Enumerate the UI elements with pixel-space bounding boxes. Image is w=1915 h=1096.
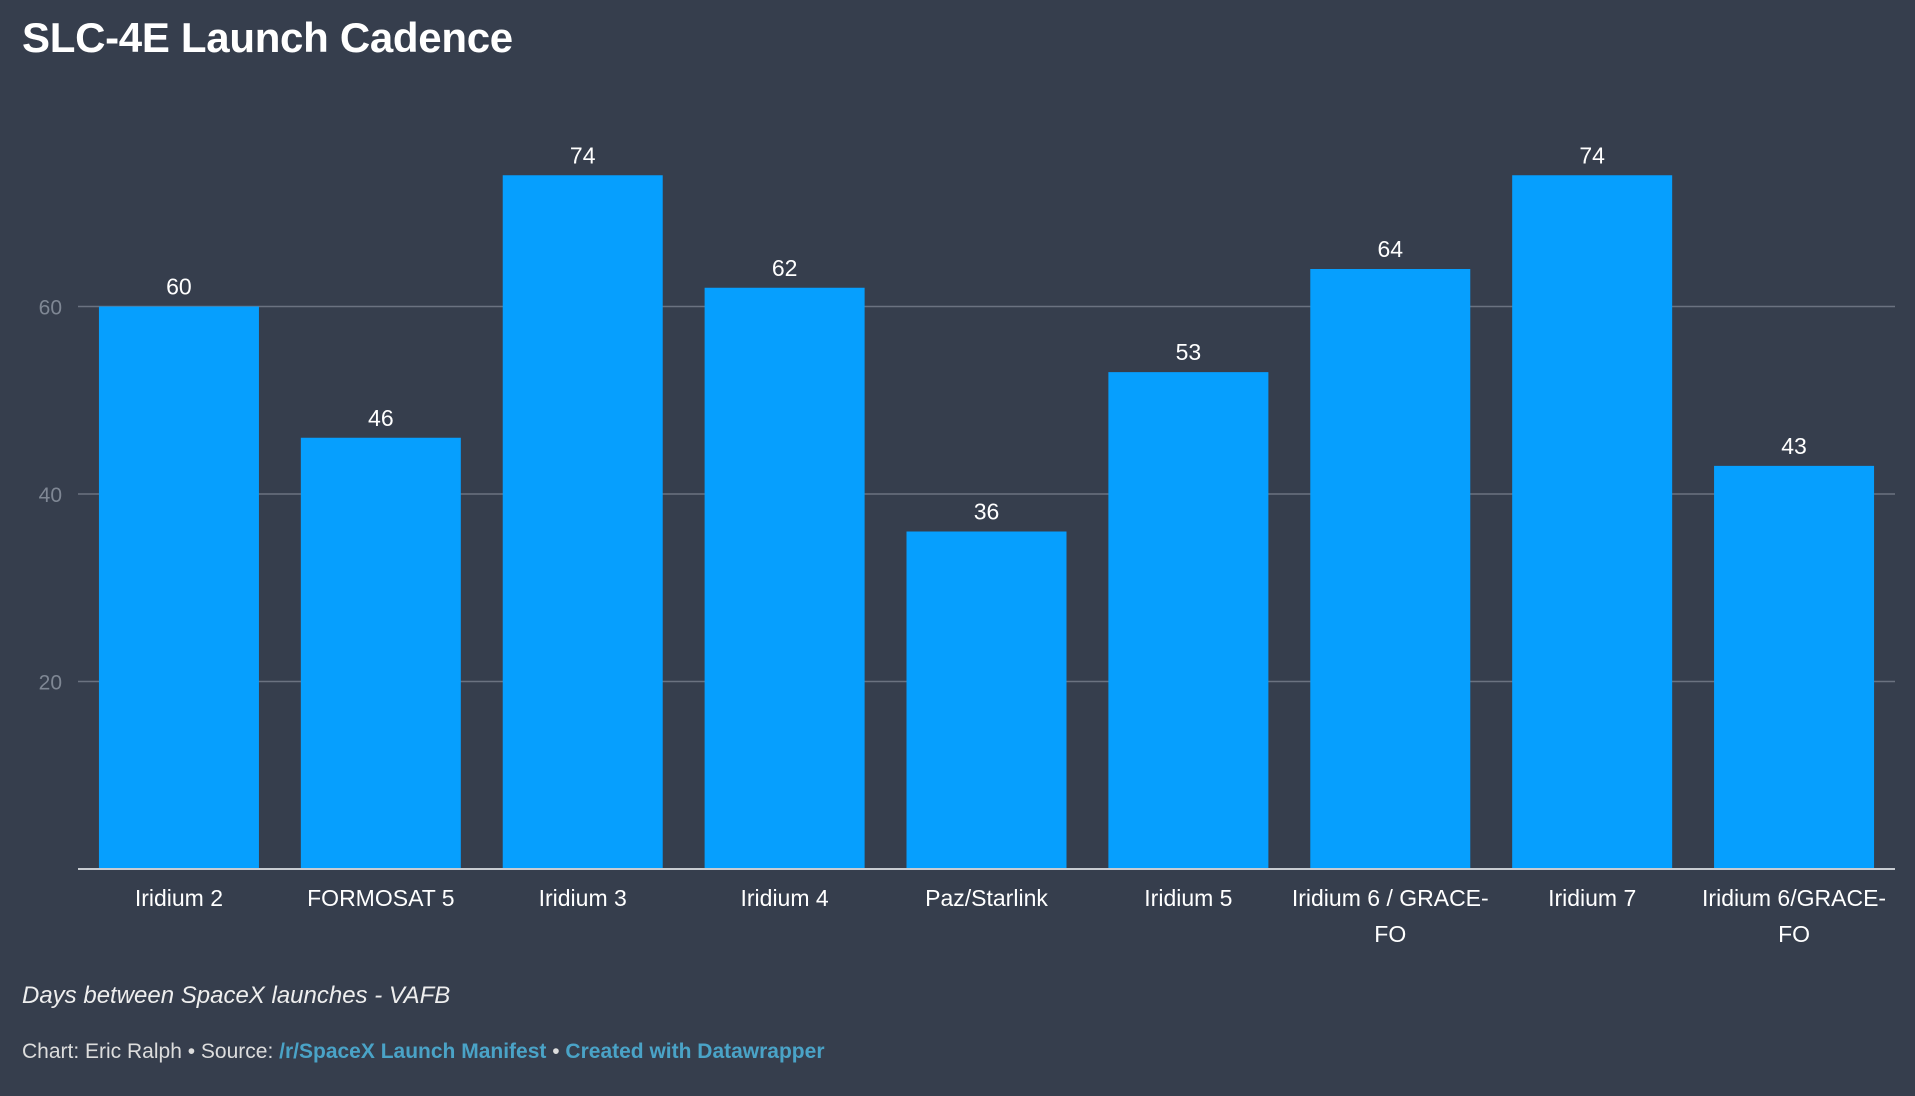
- value-label: 36: [974, 499, 1000, 525]
- bar: [98, 306, 259, 869]
- y-tick-label: 20: [39, 672, 62, 695]
- value-label: 60: [166, 274, 192, 300]
- category-label: Iridium 4: [741, 885, 829, 911]
- value-label: 43: [1781, 433, 1807, 459]
- category-label: Iridium 5: [1144, 885, 1232, 911]
- category-label: Iridium 2: [135, 885, 223, 911]
- bars: [98, 175, 1875, 869]
- chart-title: SLC-4E Launch Cadence: [22, 14, 513, 61]
- value-label: 64: [1377, 236, 1403, 262]
- source-link[interactable]: /r/SpaceX Launch Manifest: [279, 1040, 547, 1063]
- category-label: FO: [1374, 921, 1406, 947]
- chart-footer: Chart: Eric Ralph • Source: /r/SpaceX La…: [22, 1040, 825, 1064]
- chart-description: Days between SpaceX launches - VAFB: [22, 982, 451, 1009]
- category-label: Paz/Starlink: [925, 885, 1048, 911]
- value-label: 74: [570, 142, 596, 168]
- labels: 60 Iridium 2 46 FORMOSAT 5 74 Iridium 3 62 Irid…: [135, 142, 1886, 947]
- category-label: FO: [1778, 921, 1810, 947]
- author-credit: Chart: Eric Ralph: [22, 1040, 182, 1063]
- source-prefix: Source:: [200, 1040, 280, 1063]
- category-label: FORMOSAT 5: [307, 885, 454, 911]
- value-label: 46: [368, 405, 394, 431]
- value-label: 74: [1579, 142, 1605, 168]
- bar: [502, 175, 663, 869]
- category-label: Iridium 6/GRACE-: [1702, 885, 1886, 911]
- y-tick-label: 40: [39, 484, 62, 507]
- value-label: 62: [772, 255, 798, 281]
- bar: [906, 531, 1067, 869]
- footer-separator: •: [181, 1040, 201, 1063]
- category-label: Iridium 6 / GRACE-: [1292, 885, 1489, 911]
- bar: [1512, 175, 1673, 869]
- category-label: Iridium 7: [1548, 885, 1636, 911]
- value-label: 53: [1176, 339, 1202, 365]
- bar-chart: 20 40 60 60 Iridium 2 46 FORMOSAT 5 74 Iridium …: [39, 142, 1895, 947]
- datawrapper-link[interactable]: Created with Datawrapper: [565, 1040, 825, 1063]
- footer-separator-2: •: [546, 1040, 566, 1063]
- bar: [1310, 269, 1471, 869]
- bar: [300, 437, 461, 869]
- bar: [1714, 465, 1875, 869]
- bar: [704, 287, 865, 869]
- bar: [1108, 372, 1269, 869]
- y-tick-label: 60: [39, 297, 62, 320]
- category-label: Iridium 3: [539, 885, 627, 911]
